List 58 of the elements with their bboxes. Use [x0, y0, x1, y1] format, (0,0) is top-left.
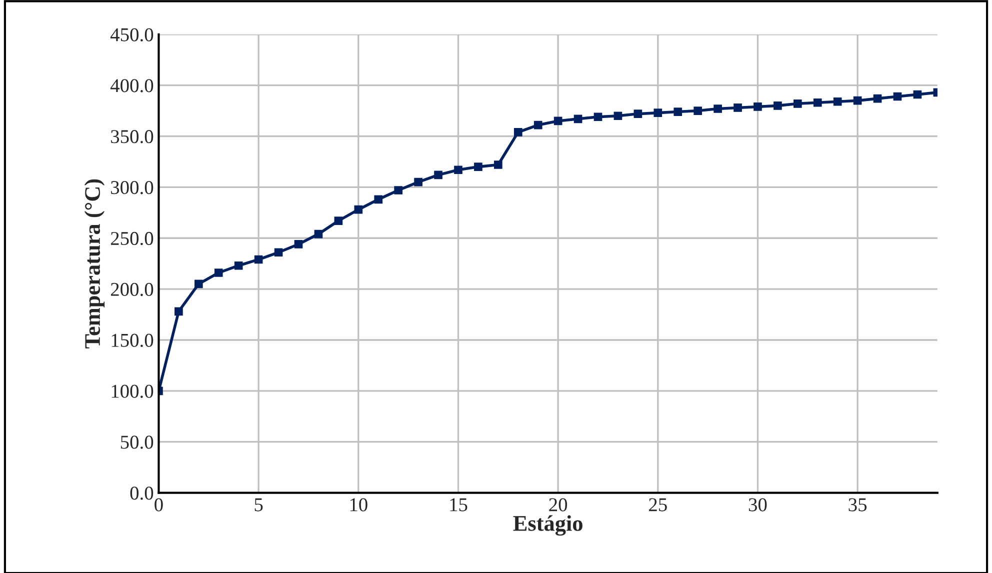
point: [594, 112, 602, 122]
point: [274, 248, 283, 257]
point: [234, 261, 243, 270]
point: [374, 195, 383, 204]
y-tick-label: 200.0: [110, 282, 154, 296]
x-tick-label: 5: [254, 498, 263, 512]
y-tick-label: 150.0: [112, 334, 154, 348]
x-tick-label: 20: [549, 498, 568, 512]
x-tick-label: 35: [848, 498, 867, 512]
point: [534, 120, 542, 130]
y-tick-label: 50.0: [120, 436, 154, 449]
point: [254, 255, 263, 264]
point: [833, 97, 842, 106]
x-axis-title: Estágio: [513, 515, 582, 536]
point: [654, 108, 662, 117]
point: [554, 116, 562, 126]
point: [674, 108, 682, 116]
point: [913, 90, 922, 99]
point: [754, 102, 762, 111]
point: [514, 128, 522, 136]
x-tick-label: 15: [450, 498, 468, 512]
point: [714, 104, 722, 113]
point: [813, 98, 822, 107]
point: [853, 96, 862, 105]
point: [394, 186, 402, 194]
y-tick-label: 250.0: [110, 232, 154, 246]
x-tick-label: 0: [154, 498, 163, 512]
point: [694, 106, 702, 115]
point: [634, 110, 642, 118]
point: [794, 99, 802, 108]
point: [774, 102, 782, 110]
point: [734, 104, 742, 112]
point: [873, 94, 882, 103]
point: [194, 280, 203, 288]
point: [893, 92, 902, 101]
point: [174, 307, 183, 316]
point: [614, 112, 622, 120]
point: [454, 166, 462, 174]
y-tick-label: 100.0: [112, 384, 154, 398]
y-tick-label: 0.0: [130, 486, 154, 500]
y-tick-label: 300.0: [111, 180, 154, 194]
point: [474, 162, 482, 171]
point: [574, 114, 582, 124]
y-tick-label: 350.0: [111, 130, 154, 144]
y-axis-title: Temperatura (°C): [84, 179, 105, 348]
y-tick-label: 400.0: [110, 79, 154, 92]
point: [354, 205, 363, 214]
point: [314, 230, 323, 238]
point: [334, 216, 343, 225]
x-tick-label: 30: [748, 498, 767, 512]
point: [294, 240, 303, 248]
y-tick-label: 450.0: [110, 28, 154, 42]
point: [434, 170, 442, 180]
point: [414, 178, 422, 186]
x-tick-label: 10: [350, 498, 368, 512]
point: [494, 160, 502, 169]
point: [214, 268, 223, 277]
x-tick-label: 25: [649, 498, 667, 512]
